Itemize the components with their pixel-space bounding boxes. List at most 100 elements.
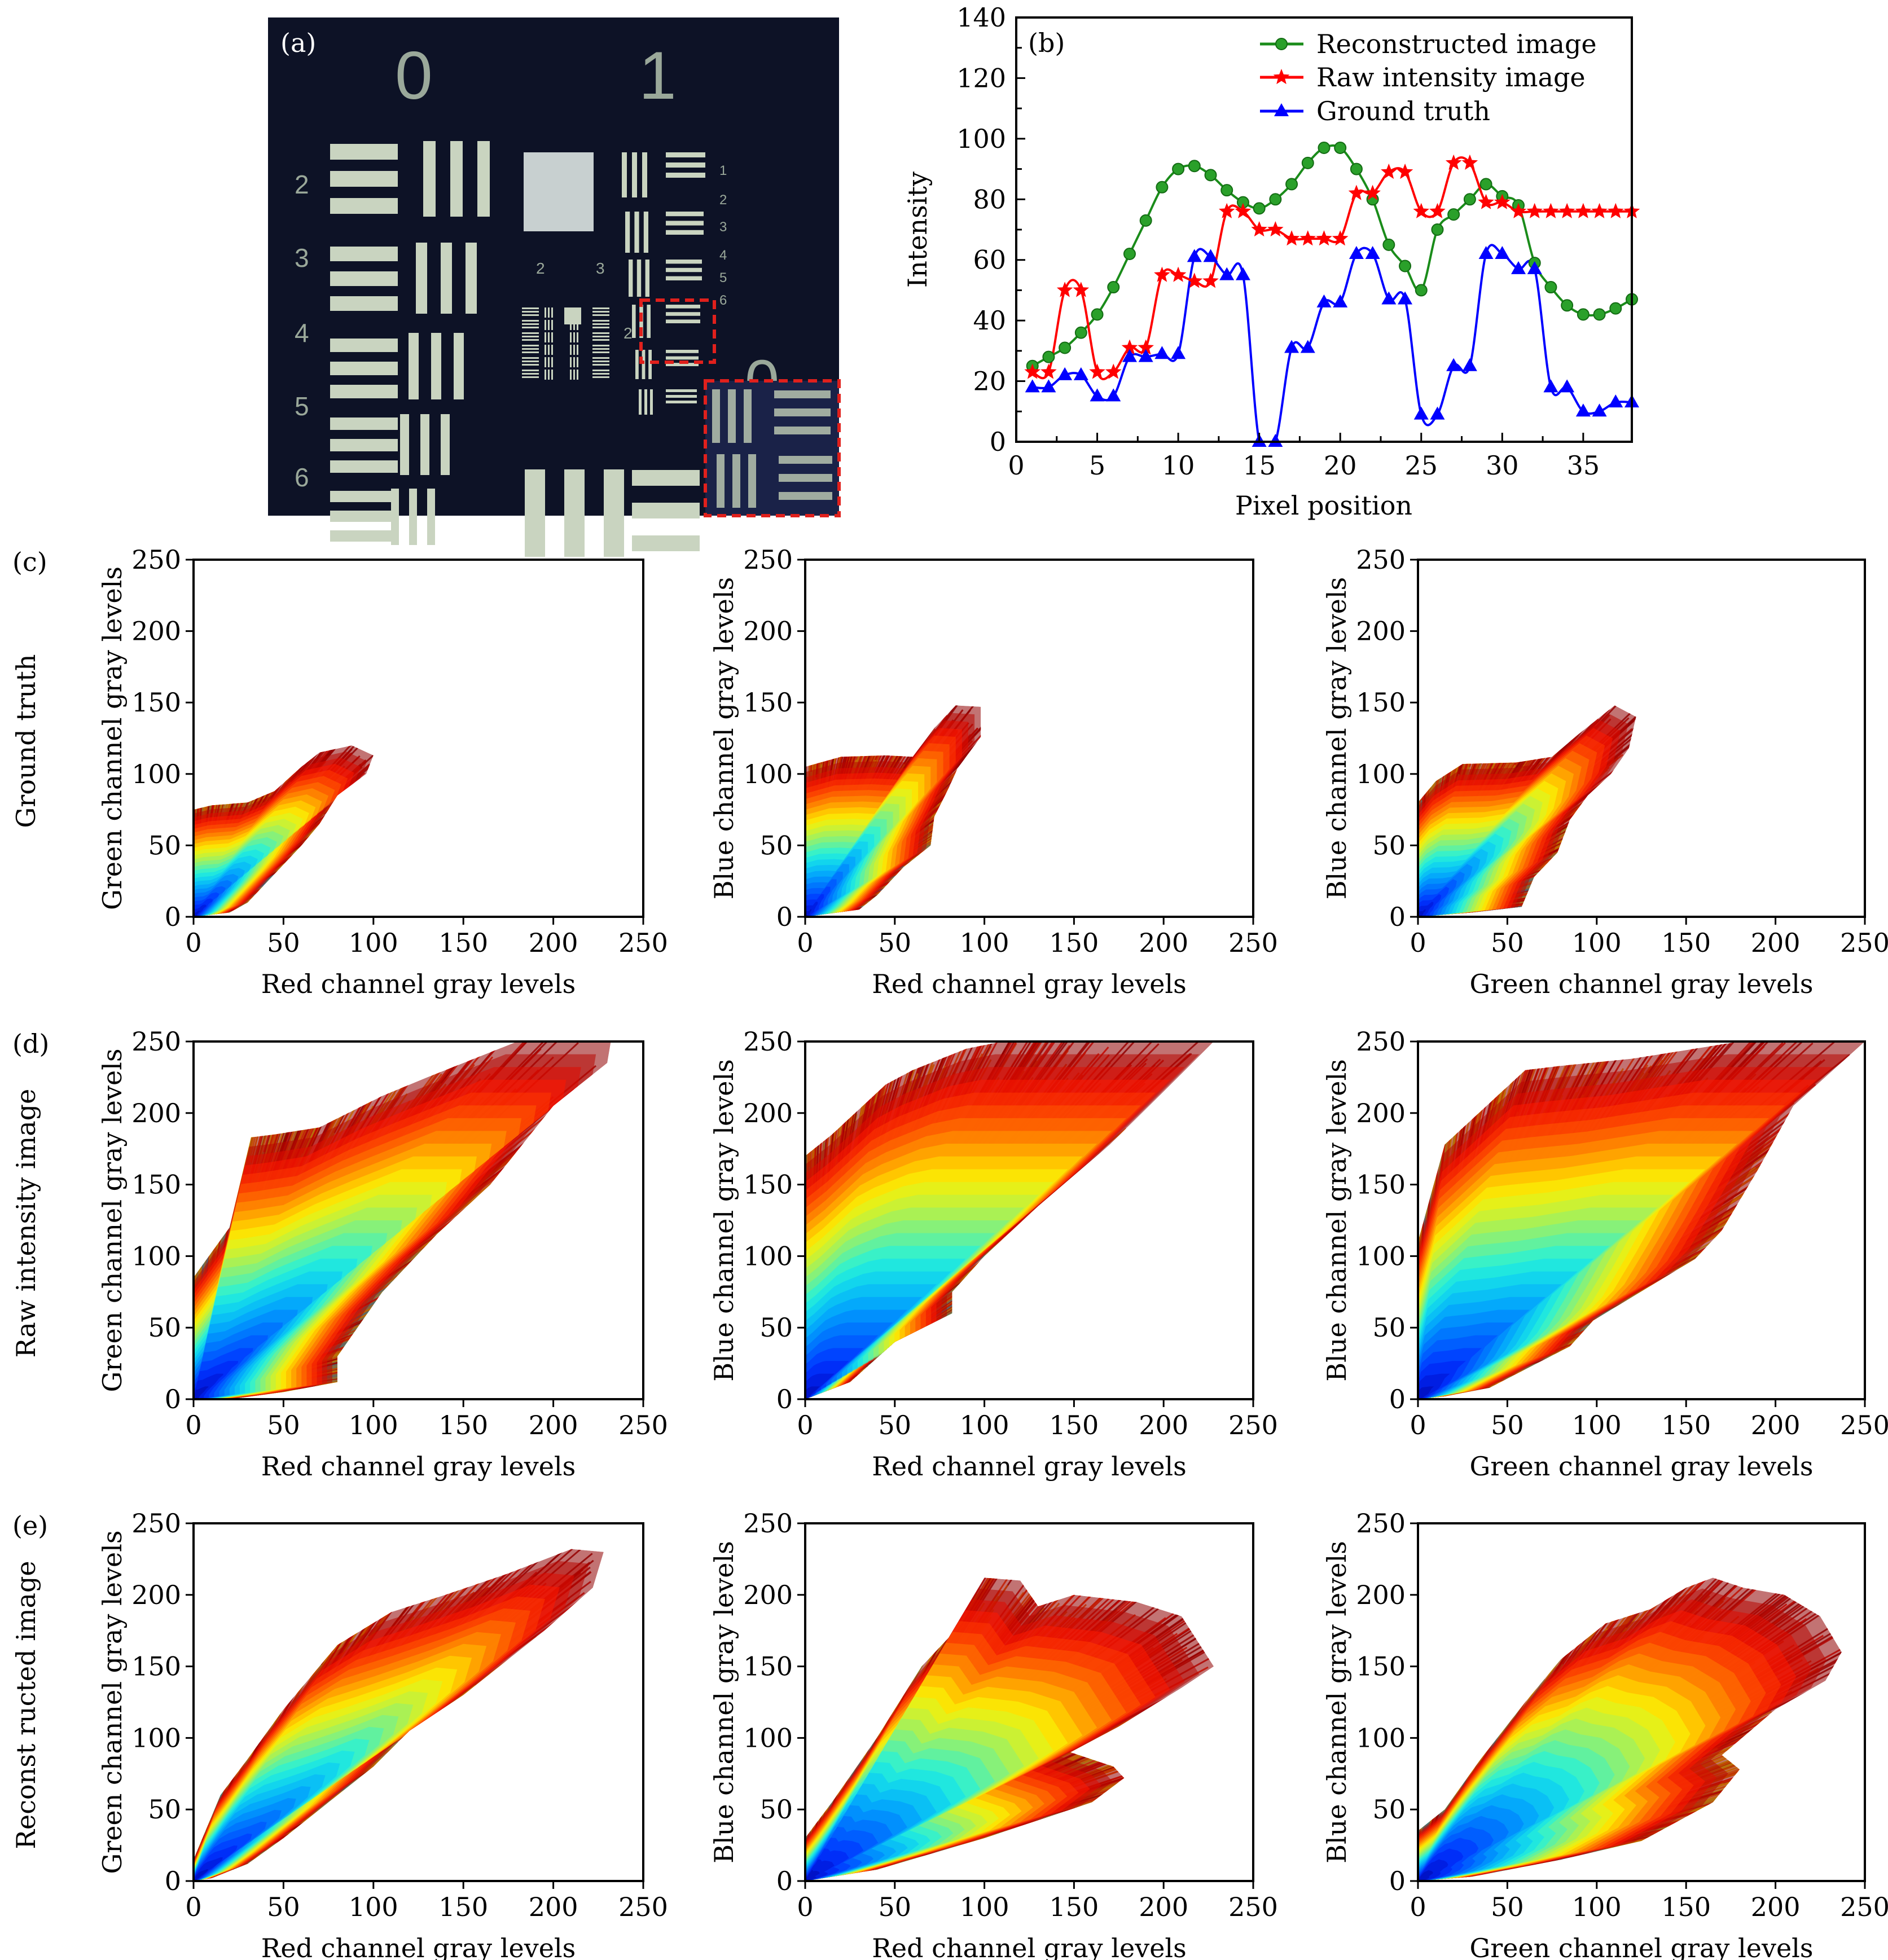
target-bar [577,320,578,330]
x-tick-label: 250 [618,1410,668,1440]
data-streak [805,1390,1022,1399]
target-bar [551,332,553,342]
data-point-ground-truth [1592,403,1607,417]
target-bar [635,350,639,379]
data-point-ground-truth [1575,403,1591,417]
target-bar [577,345,578,355]
y-tick-label: 100 [1356,759,1406,789]
target-bar [592,339,609,341]
x-tick-label: 250 [618,928,668,958]
data-point-reconstructed-image [1188,160,1201,173]
data-streak [805,1387,1214,1399]
data-point-ground-truth [1365,245,1380,259]
target-square [524,152,594,231]
target-bar [592,323,609,325]
data-streak [805,1351,1214,1399]
target-bar [592,332,609,334]
inset-bar-patterns [712,389,832,508]
data-streak [805,1348,1214,1399]
data-point-ground-truth [1511,261,1526,274]
target-bar [629,260,633,297]
target-bar [592,311,609,313]
data-point-ground-truth [1073,367,1088,380]
target-bar [409,489,417,545]
target-bar [570,357,572,367]
data-point-raw-intensity-image [1089,363,1105,379]
target-bar [551,370,553,380]
data-point-reconstructed-image [1042,350,1055,363]
target-bar [592,307,609,309]
target-bar [416,243,427,314]
target-bar [573,357,575,367]
target-bar [545,320,546,330]
data-streak [805,1373,1205,1399]
data-point-raw-intensity-image [1154,266,1170,282]
data-streak [805,1361,1214,1399]
target-bar [634,212,639,253]
legend: Reconstructed image Raw intensity image … [1260,29,1597,126]
inset-bar [748,454,756,508]
target-bar [642,350,646,379]
x-tick-label: 0 [797,928,813,958]
legend-marker-star [1273,69,1290,85]
target-bar [645,260,649,297]
series-lines [1031,144,1632,442]
target-bar [522,357,539,359]
data-point-raw-intensity-image [1510,203,1527,218]
plot-frame [804,559,1254,918]
data-point-raw-intensity-image [1283,230,1300,246]
element-number: 6 [295,463,309,492]
target-bar [592,361,609,362]
target-bar [466,243,477,314]
inset-bar [728,389,736,443]
data-streak [805,1366,1214,1399]
y-tick-label: 250 [131,1026,181,1057]
target-bar [666,401,697,403]
legend-label: Raw intensity image [1316,62,1586,93]
target-bar [592,357,609,359]
x-tick-label: 20 [1324,450,1357,481]
data-point-reconstructed-image [1431,223,1444,236]
target-bar [577,332,578,342]
target-bar [564,469,585,557]
x-tick-label: 150 [438,1410,488,1440]
target-bar [522,364,539,366]
data-point-raw-intensity-image [1397,163,1413,179]
element-number: 5 [295,392,309,421]
target-bar [330,144,398,160]
target-bar [330,296,398,311]
target-bar [666,230,704,235]
target-bar [551,357,553,367]
y-tick-label: 100 [131,1241,181,1271]
target-bar [330,511,398,522]
y-tick-label: 50 [148,830,181,860]
y-tick-label: 150 [743,687,793,718]
y-tick-label: 200 [131,616,181,647]
target-bar [551,345,553,355]
target-bar [604,469,624,557]
x-tick-label: 0 [1008,450,1024,481]
legend-marker-circle [1275,38,1288,50]
plot-frame [1417,559,1866,918]
data-point-raw-intensity-image [1056,282,1073,297]
data-point-ground-truth [1560,379,1575,393]
data-point-reconstructed-image [1059,341,1072,354]
inner-group-number-2: 2 [536,260,545,277]
target-bar [522,345,539,346]
data-point-raw-intensity-image [1364,184,1381,200]
highlight-box-small [639,298,716,364]
target-bar [666,350,699,353]
line-reconstructed-image [1031,144,1632,367]
target-bar [632,470,700,486]
target-bar [330,271,398,286]
data-point-raw-intensity-image [1121,339,1138,355]
target-bar [666,356,699,360]
target-bar [632,305,636,338]
data-point-ground-truth [1527,261,1542,274]
target-bar [545,370,546,380]
inset-bar [774,390,831,398]
target-bar [522,348,539,350]
y-tick-label: 80 [973,184,1006,214]
